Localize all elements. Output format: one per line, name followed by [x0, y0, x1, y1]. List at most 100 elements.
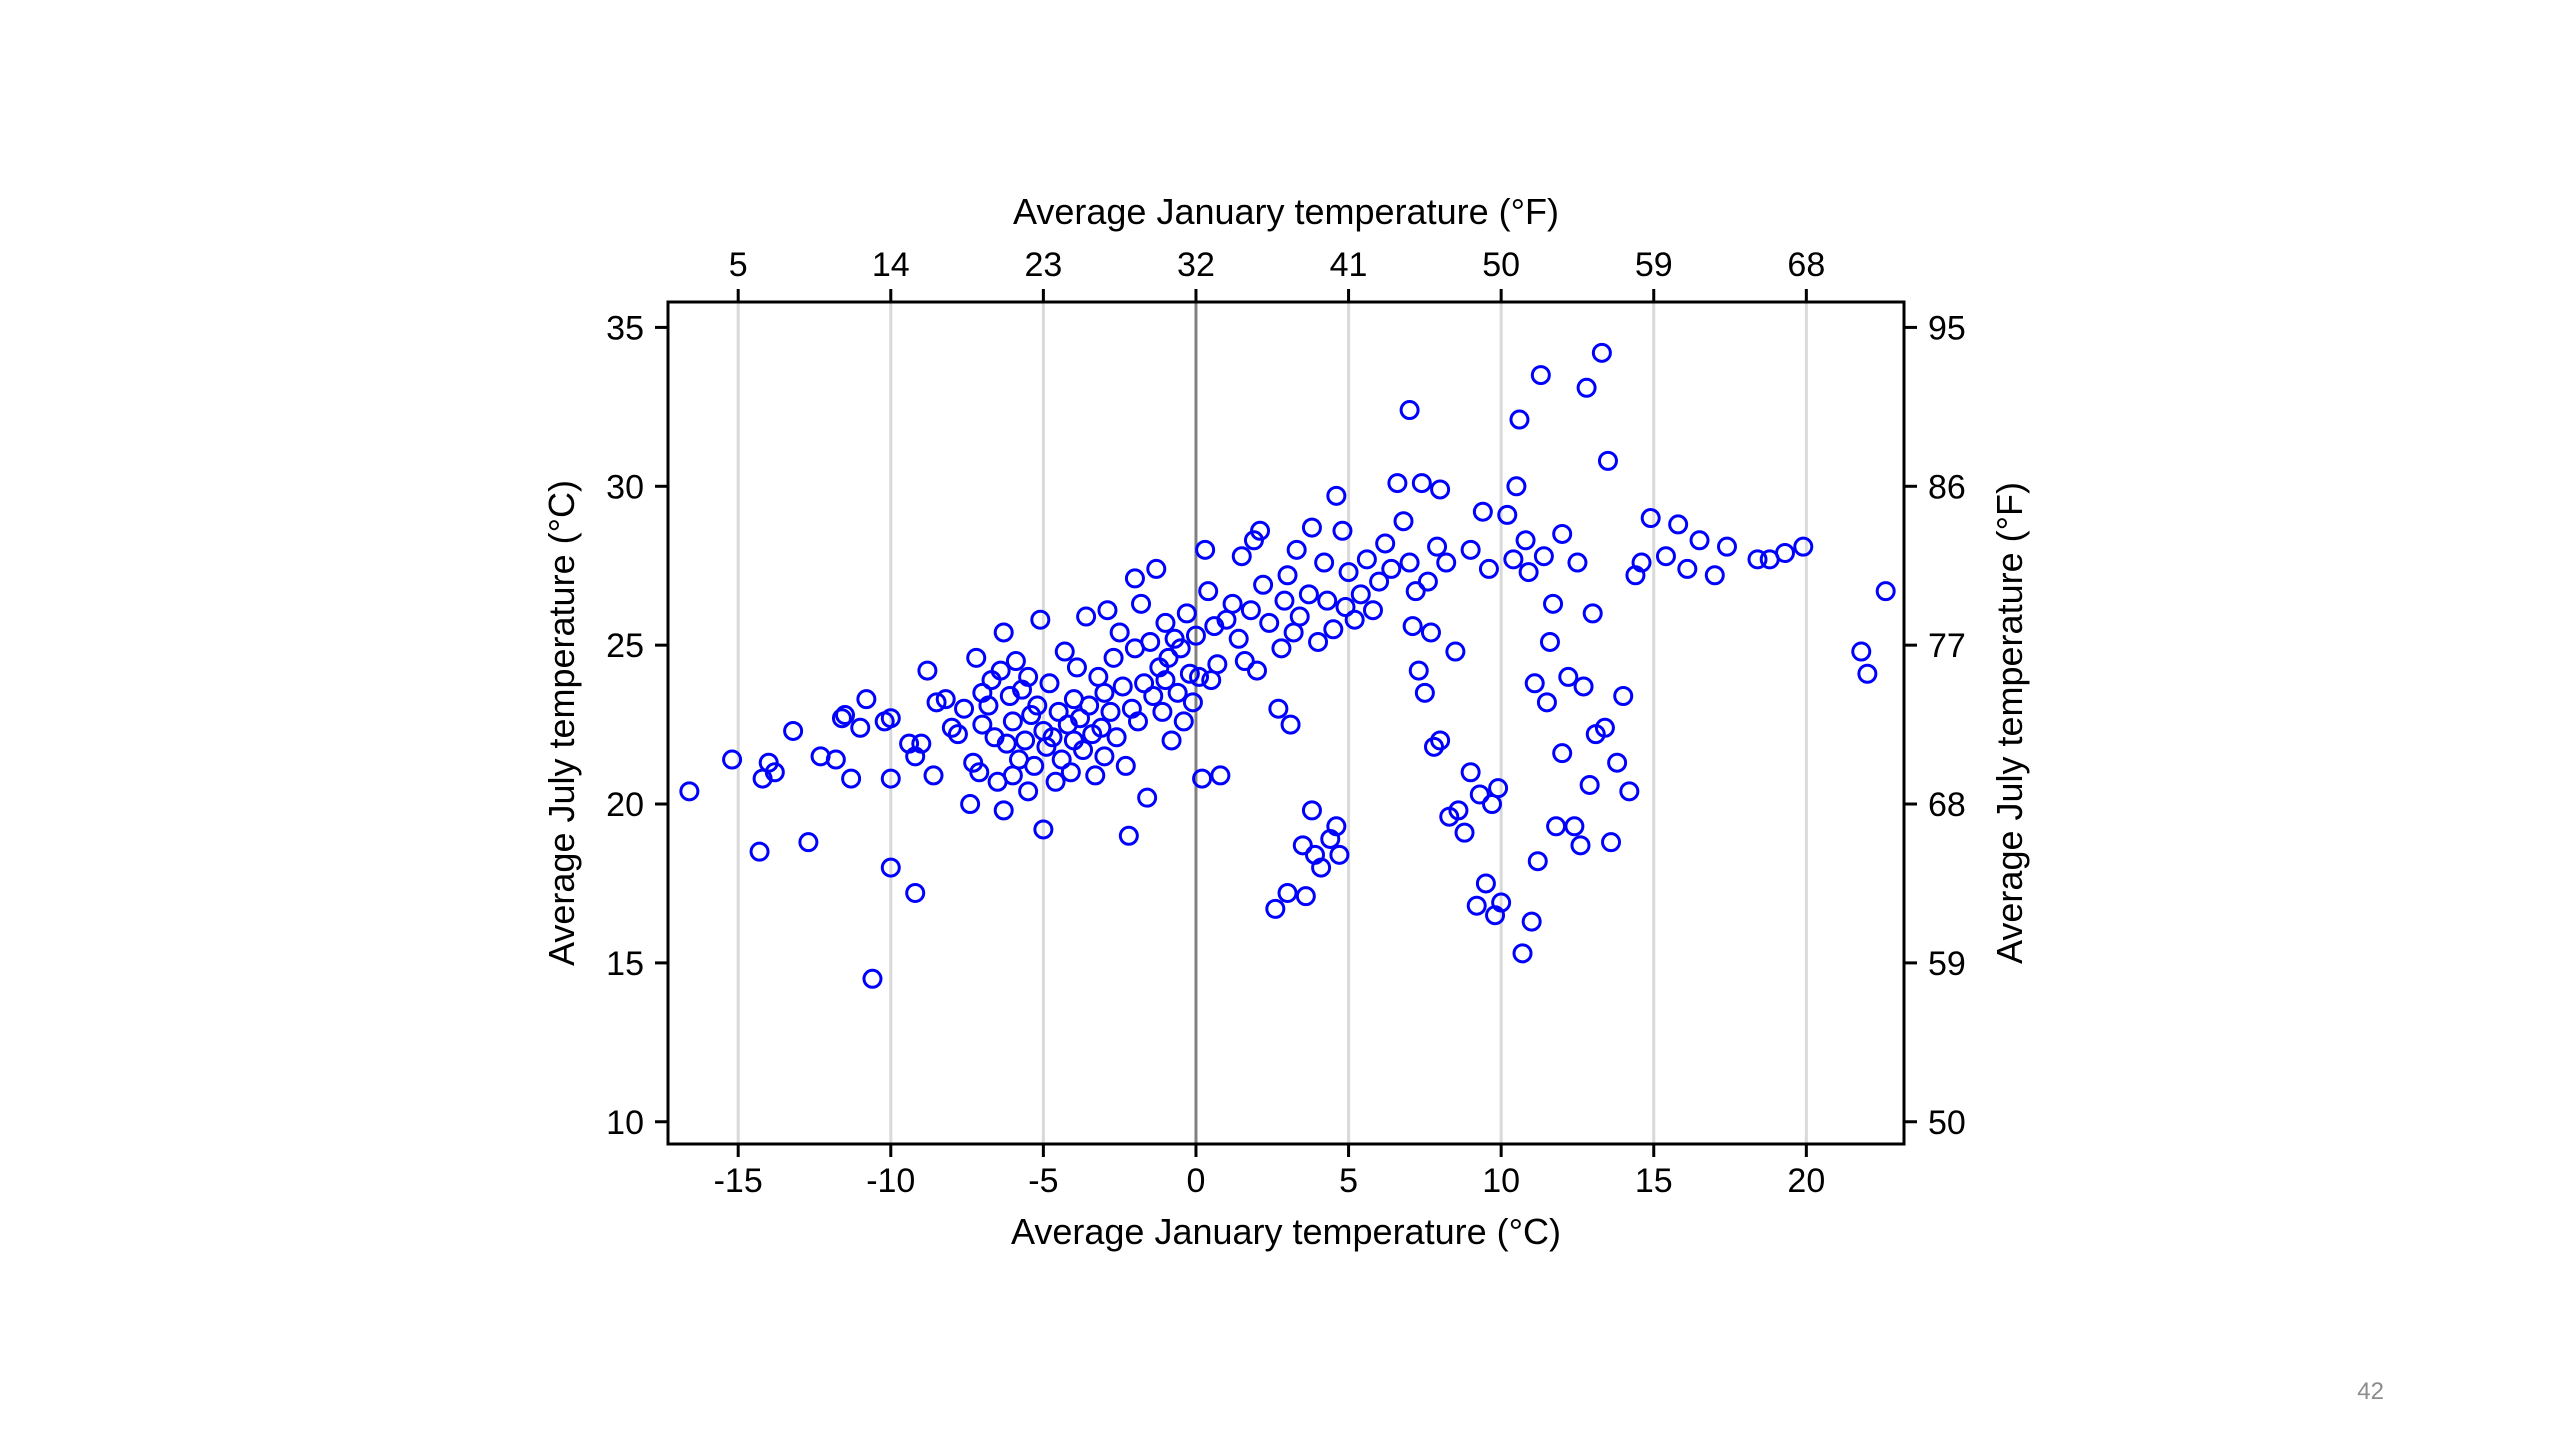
data-points — [679, 342, 1896, 989]
data-point — [880, 857, 901, 878]
data-point — [1076, 606, 1097, 627]
data-point — [1045, 771, 1066, 792]
data-point — [1393, 511, 1414, 532]
top-x-tick-label: 41 — [1330, 246, 1368, 284]
data-point — [1131, 593, 1152, 614]
y-tick-label: 30 — [606, 468, 644, 506]
data-point — [1472, 501, 1493, 522]
data-point — [1124, 568, 1145, 589]
data-point — [1042, 727, 1063, 748]
x-tick-label: 0 — [1187, 1162, 1206, 1200]
y-tick-label: 20 — [606, 786, 644, 824]
data-point — [1427, 536, 1448, 557]
data-point — [1247, 660, 1268, 681]
data-point — [1408, 660, 1429, 681]
data-point — [798, 832, 819, 853]
data-point — [1112, 676, 1133, 697]
data-point — [1176, 603, 1197, 624]
top-x-tick-label: 5 — [729, 246, 748, 284]
data-point — [1350, 584, 1371, 605]
data-point — [993, 622, 1014, 643]
top-x-axis-title: Average January temperature (°F) — [1013, 191, 1559, 232]
data-point — [1417, 571, 1438, 592]
x-axis-title: Average January temperature (°C) — [1011, 1211, 1561, 1252]
data-point — [1127, 711, 1148, 732]
data-point — [1152, 701, 1173, 722]
data-point — [1573, 676, 1594, 697]
data-point — [1497, 504, 1518, 525]
data-point — [1512, 943, 1533, 964]
data-point — [1689, 530, 1710, 551]
top-x-tick-label: 68 — [1787, 246, 1825, 284]
data-point — [905, 882, 926, 903]
data-point — [1311, 857, 1332, 878]
data-point — [1054, 641, 1075, 662]
data-point — [679, 781, 700, 802]
data-point — [1448, 800, 1469, 821]
data-point — [1454, 822, 1475, 843]
data-point — [1619, 781, 1640, 802]
data-point — [1411, 473, 1432, 494]
top-x-tick-label: 32 — [1177, 246, 1215, 284]
data-point — [978, 695, 999, 716]
data-point — [1399, 552, 1420, 573]
data-point — [917, 660, 938, 681]
data-point — [1402, 616, 1423, 637]
data-point — [1167, 682, 1188, 703]
data-point — [1488, 778, 1509, 799]
data-point — [1558, 666, 1579, 687]
data-point — [1234, 651, 1255, 672]
data-point — [1521, 911, 1542, 932]
data-point — [1475, 873, 1496, 894]
data-point — [1094, 746, 1115, 767]
data-point — [1552, 523, 1573, 544]
data-point — [1570, 835, 1591, 856]
data-point — [835, 705, 856, 726]
slide-page-number: 42 — [2357, 1378, 2384, 1405]
data-point — [972, 714, 993, 735]
x-tick-label: 15 — [1635, 1162, 1673, 1200]
data-point — [1469, 784, 1490, 805]
data-point — [1533, 546, 1554, 567]
data-point — [1027, 695, 1048, 716]
data-point — [1146, 558, 1167, 579]
data-point — [1048, 701, 1069, 722]
data-point — [1173, 711, 1194, 732]
data-point — [825, 749, 846, 770]
data-point — [1631, 552, 1652, 573]
data-point — [1070, 708, 1090, 729]
data-point — [749, 841, 770, 862]
top-x-tick-label: 50 — [1482, 246, 1520, 284]
data-point — [1582, 603, 1603, 624]
data-point — [1567, 552, 1588, 573]
right-y-tick-label: 86 — [1928, 468, 1966, 506]
data-point — [1613, 685, 1634, 706]
data-point — [969, 762, 990, 783]
data-point — [1268, 698, 1289, 719]
data-point — [1576, 377, 1597, 398]
data-point — [1308, 631, 1329, 652]
right-y-tick-label: 77 — [1928, 627, 1966, 665]
data-point — [841, 768, 862, 789]
data-point — [1655, 546, 1676, 567]
data-point — [1039, 673, 1060, 694]
data-point — [1503, 549, 1524, 570]
top-x-tick-label: 59 — [1635, 246, 1673, 284]
x-tick-label: 10 — [1482, 1162, 1520, 1200]
data-point — [1134, 673, 1155, 694]
data-point — [1298, 584, 1319, 605]
data-point — [1155, 670, 1176, 691]
data-point — [1430, 730, 1451, 751]
data-point — [1100, 701, 1121, 722]
data-point — [1158, 647, 1179, 668]
data-point — [1543, 593, 1564, 614]
data-point — [1002, 711, 1023, 732]
data-point — [1271, 638, 1292, 659]
data-point — [1875, 581, 1896, 602]
data-point — [1436, 552, 1457, 573]
data-point — [850, 717, 871, 738]
data-point — [1338, 562, 1359, 583]
data-point — [1198, 581, 1219, 602]
data-point — [1466, 895, 1487, 916]
